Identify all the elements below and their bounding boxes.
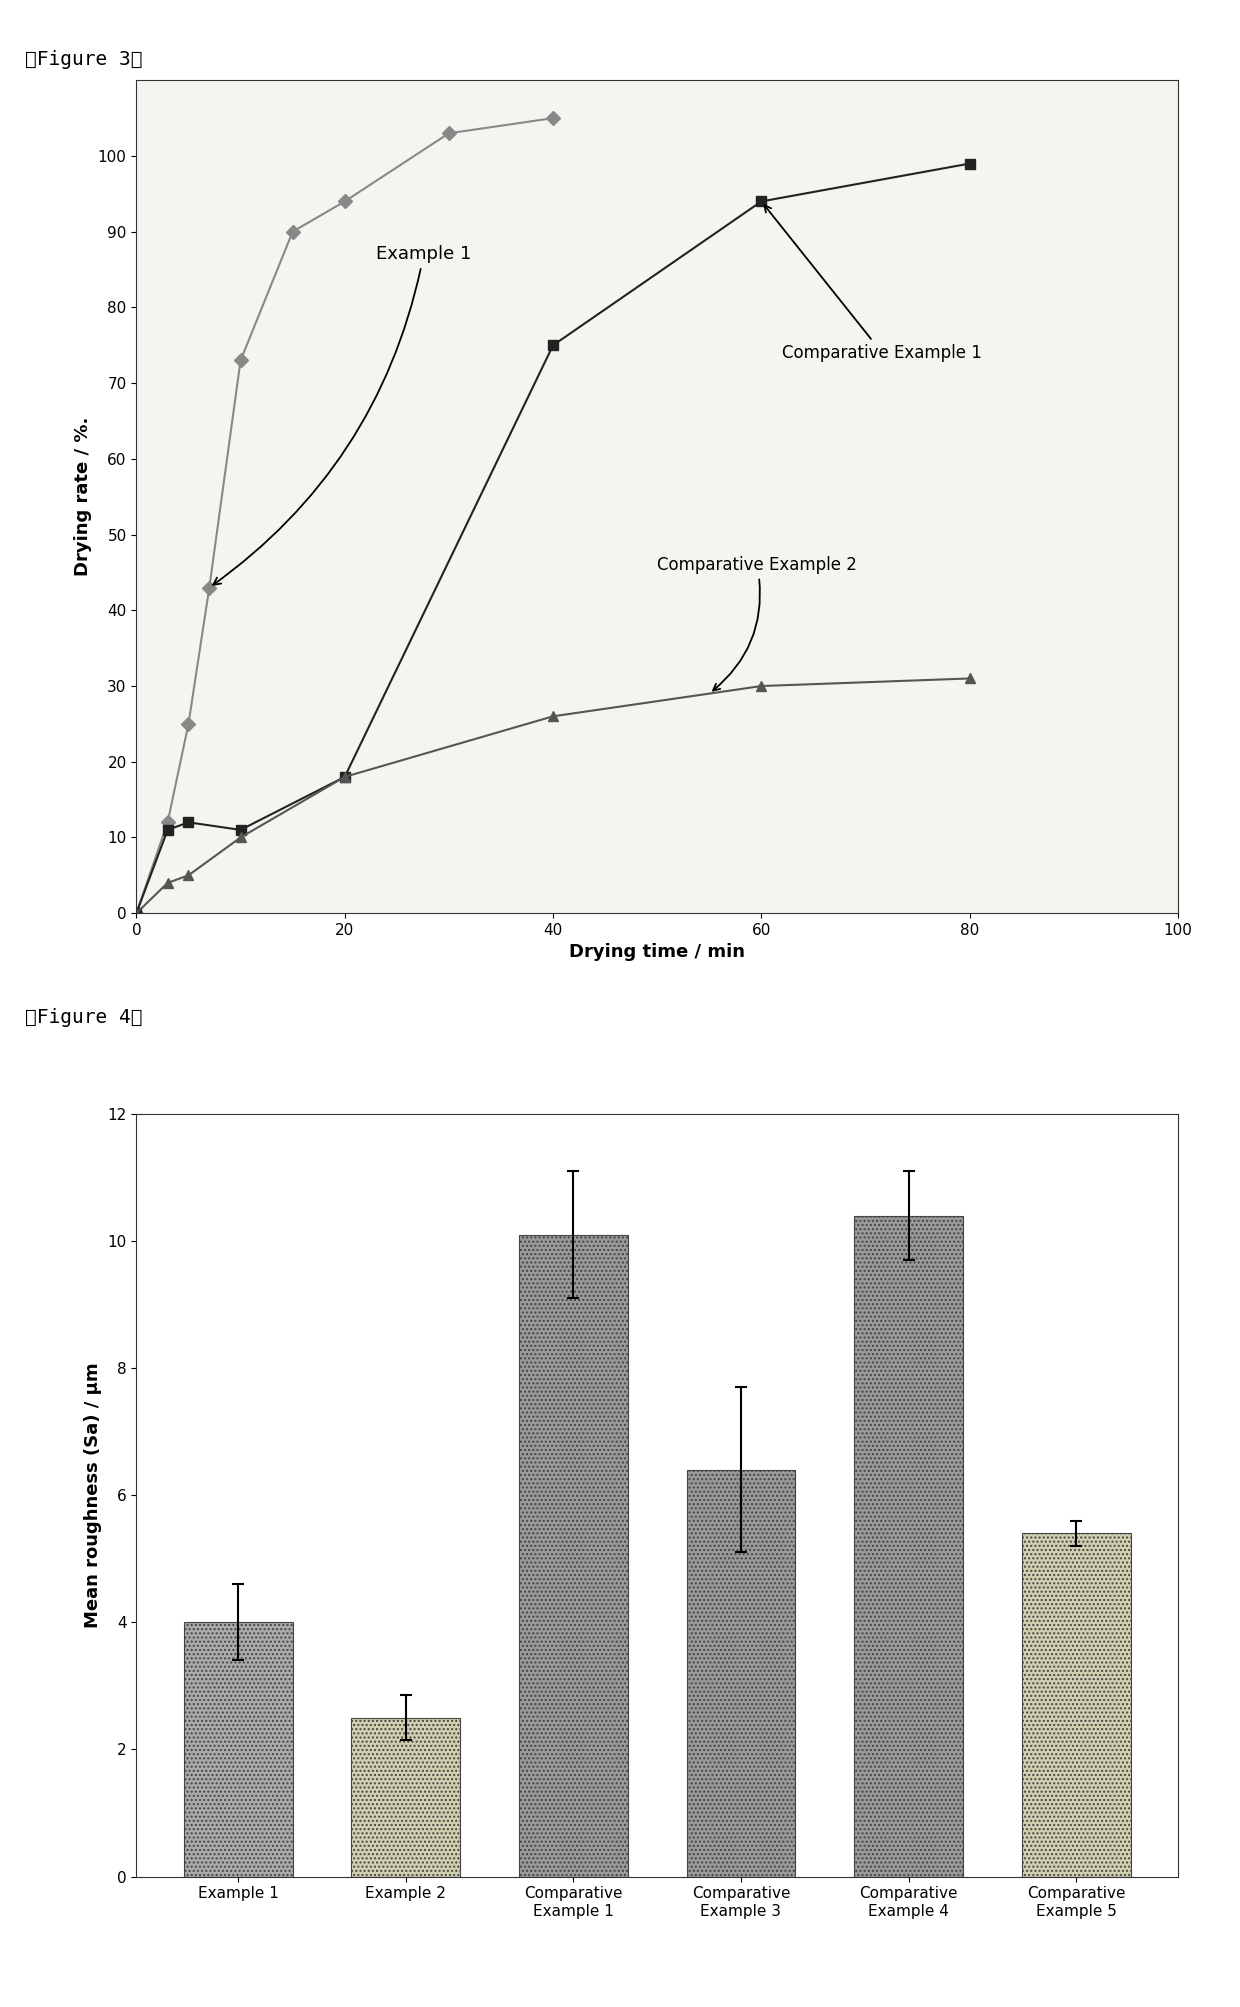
Bar <box>351 1718 460 1877</box>
Bar <box>518 1234 627 1877</box>
Text: 【Figure 3】: 【Figure 3】 <box>25 50 143 68</box>
Bar <box>184 1622 293 1877</box>
Bar <box>854 1216 963 1877</box>
Bar <box>1022 1533 1131 1877</box>
Y-axis label: Mean roughness (Sa) / μm: Mean roughness (Sa) / μm <box>84 1363 102 1628</box>
Text: 【Figure 4】: 【Figure 4】 <box>25 1008 143 1026</box>
Text: Example 1: Example 1 <box>213 245 471 584</box>
Text: Comparative Example 2: Comparative Example 2 <box>657 556 857 690</box>
Text: Comparative Example 1: Comparative Example 1 <box>764 205 982 361</box>
X-axis label: Drying time / min: Drying time / min <box>569 943 745 961</box>
Y-axis label: Drying rate / %.: Drying rate / %. <box>74 417 92 576</box>
Bar <box>687 1469 796 1877</box>
